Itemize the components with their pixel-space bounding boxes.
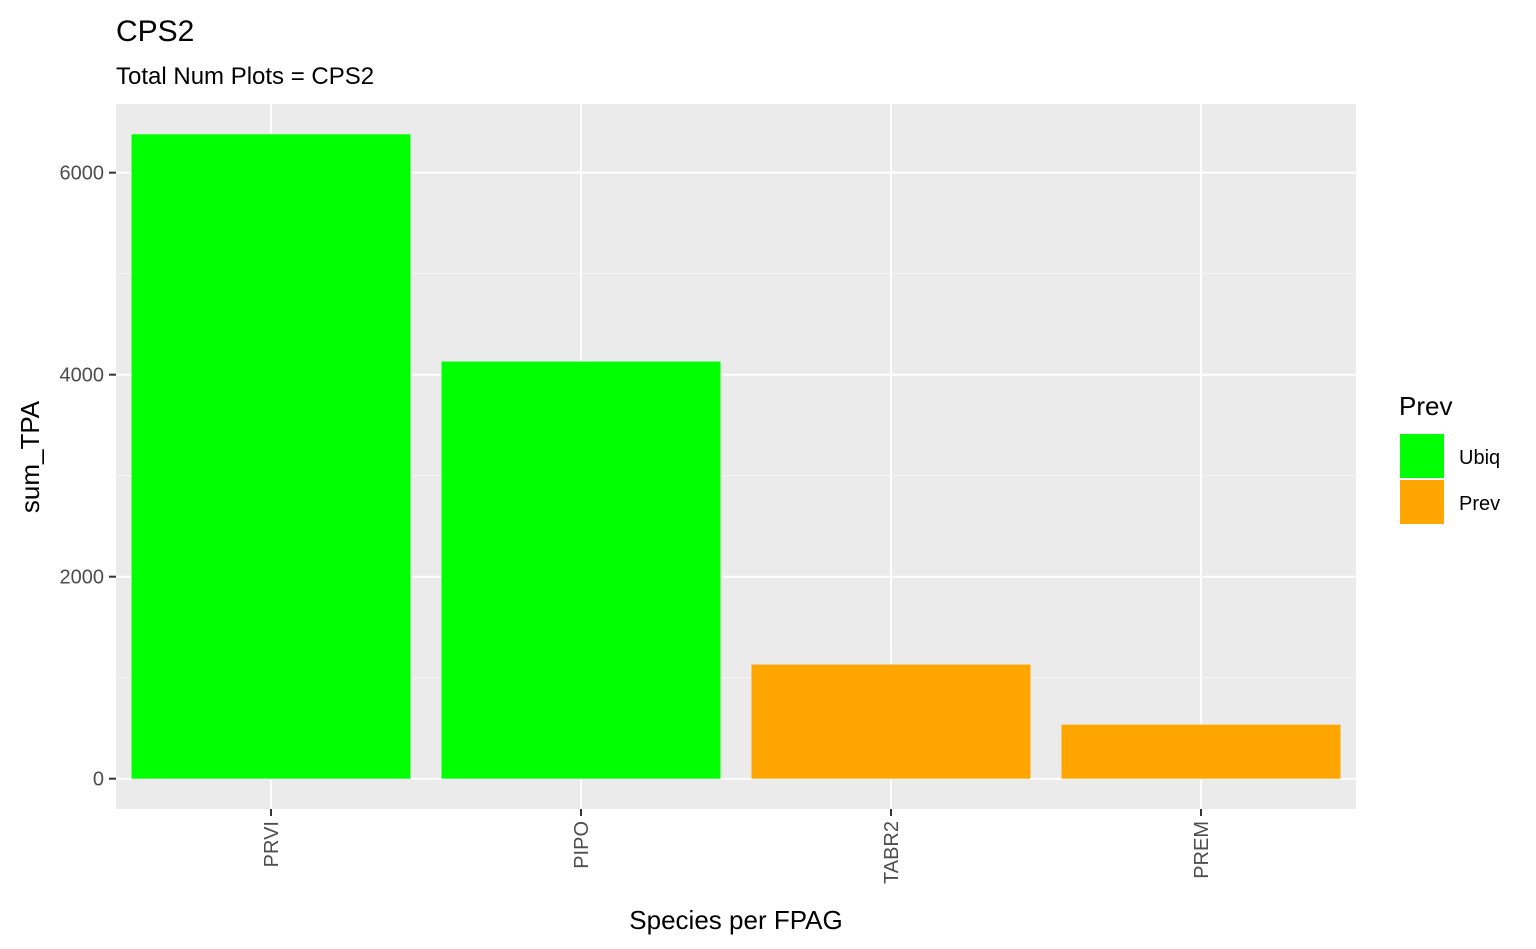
y-axis-ticks: 0 2000 4000 6000 [60, 163, 116, 791]
y-tick-label: 6000 [60, 163, 105, 185]
bars [131, 134, 1341, 779]
bar-pipo [441, 361, 721, 779]
chart-subtitle: Total Num Plots = CPS2 [116, 63, 374, 90]
legend-key-ubiq [1400, 434, 1444, 478]
y-tick-label: 2000 [60, 567, 105, 589]
x-axis-ticks: PRVI PIPO TABR2 PREM [261, 809, 1213, 884]
bar-tabr2 [751, 664, 1031, 779]
x-tick-label: PIPO [571, 821, 593, 869]
legend: Prev Ubiq Prev [1399, 391, 1500, 524]
chart-title: CPS2 [116, 15, 194, 48]
legend-label-ubiq: Ubiq [1459, 447, 1500, 469]
y-axis-title: sum_TPA [15, 400, 45, 513]
legend-key-prev [1400, 480, 1444, 524]
legend-label-prev: Prev [1459, 493, 1500, 515]
x-axis-title: Species per FPAG [629, 905, 842, 935]
x-tick-label: PREM [1191, 821, 1213, 879]
x-tick-label: TABR2 [881, 821, 903, 884]
x-tick-label: PRVI [261, 821, 283, 867]
legend-title: Prev [1399, 391, 1452, 421]
y-tick-label: 4000 [60, 365, 105, 387]
y-tick-label: 0 [93, 769, 104, 791]
bar-prem [1061, 724, 1341, 779]
bar-prvi [131, 134, 411, 779]
